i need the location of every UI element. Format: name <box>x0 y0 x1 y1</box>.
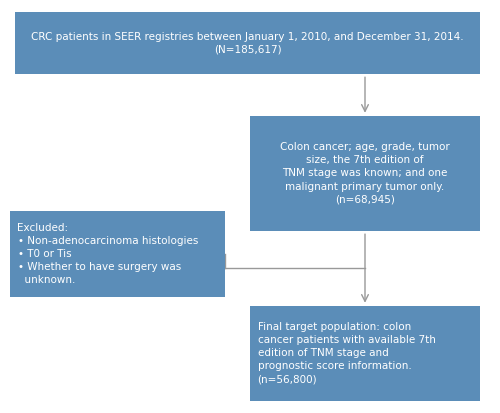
FancyBboxPatch shape <box>15 12 480 74</box>
Text: Colon cancer; age, grade, tumor
size, the 7th edition of
TNM stage was known; an: Colon cancer; age, grade, tumor size, th… <box>280 142 450 205</box>
Text: Final target population: colon
cancer patients with available 7th
edition of TNM: Final target population: colon cancer pa… <box>258 322 436 385</box>
Text: Excluded:
• Non-adenocarcinoma histologies
• T0 or Tis
• Whether to have surgery: Excluded: • Non-adenocarcinoma histologi… <box>18 223 198 285</box>
FancyBboxPatch shape <box>250 116 480 231</box>
Text: CRC patients in SEER registries between January 1, 2010, and December 31, 2014.
: CRC patients in SEER registries between … <box>31 32 464 55</box>
FancyBboxPatch shape <box>250 306 480 401</box>
FancyBboxPatch shape <box>10 211 225 297</box>
